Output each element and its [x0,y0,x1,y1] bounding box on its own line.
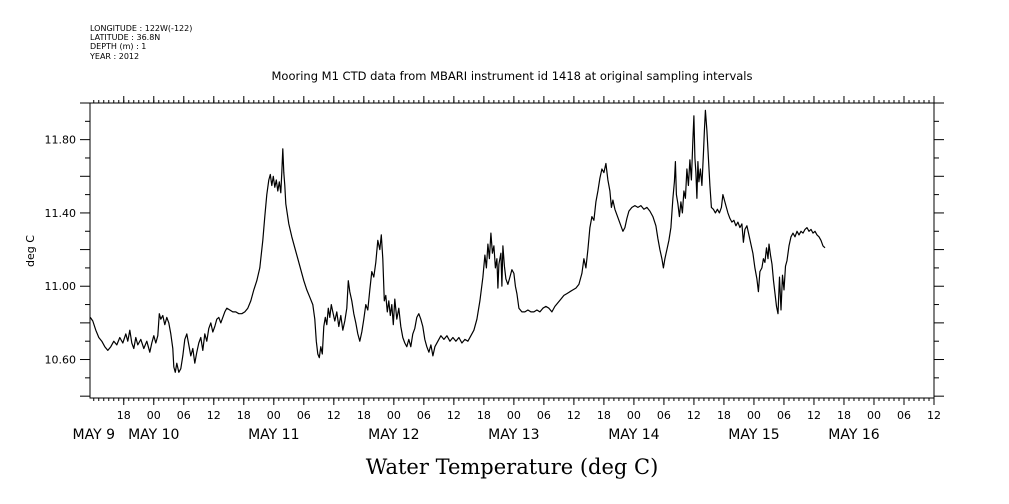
metadata-latitude: LATITUDE : 36.8N [90,33,160,42]
x-hour-tick-label: 00 [867,409,881,422]
x-hour-tick-label: 06 [297,409,311,422]
y-axis-label: deg C [24,235,37,267]
chart-title: Mooring M1 CTD data from MBARI instrumen… [272,69,753,83]
x-hour-tick-label: 12 [327,409,341,422]
x-hour-tick-label: 12 [567,409,581,422]
x-day-tick-label: MAY 12 [368,427,419,443]
x-axis-label: Water Temperature (deg C) [366,455,659,479]
x-hour-tick-label: 18 [237,409,251,422]
y-tick-labels: 10.60 11.00 11.40 11.80 [45,134,77,367]
minor-tick-group [93,100,935,401]
x-hour-tick-label: 06 [897,409,911,422]
x-day-tick-label: MAY 14 [608,427,659,443]
y-tick-label: 11.00 [45,280,77,293]
x-hour-tick-label: 00 [267,409,281,422]
x-hour-tick-label: 06 [657,409,671,422]
major-tick-group [123,96,935,405]
x-hour-tick-label: 00 [507,409,521,422]
metadata-block: LONGITUDE : 122W(-122) LATITUDE : 36.8N … [89,24,192,61]
x-hour-labels: 18 00 06 12 18 00 06 12 18 00 06 12 18 00 06 12 18 00 06 12… [117,409,941,422]
x-hour-tick-label: 00 [147,409,161,422]
y-tick-group [80,102,944,397]
y-tick-label: 11.40 [45,207,77,220]
x-hour-tick-label: 06 [777,409,791,422]
x-hour-tick-label: 18 [837,409,851,422]
x-hour-tick-label: 00 [747,409,761,422]
x-hour-tick-label: 12 [687,409,701,422]
x-hour-tick-label: 12 [927,409,941,422]
x-hour-tick-label: 18 [597,409,611,422]
x-hour-tick-label: 00 [387,409,401,422]
x-day-labels: MAY 9 MAY 10 MAY 11 MAY 12 MAY 13 MAY 14 MAY 1… [73,427,880,443]
temperature-series-line [89,109,826,373]
plot-frame [89,102,935,399]
y-tick-label: 10.60 [45,354,77,367]
x-hour-tick-label: 12 [447,409,461,422]
y-tick-label: 11.80 [45,134,77,147]
x-hour-tick-label: 18 [357,409,371,422]
x-hour-tick-label: 06 [417,409,431,422]
x-day-tick-label: MAY 9 [73,427,115,443]
x-day-tick-label: MAY 10 [128,427,179,443]
x-day-tick-label: MAY 15 [728,427,779,443]
x-hour-tick-label: 18 [477,409,491,422]
x-day-tick-label: MAY 11 [248,427,299,443]
x-hour-tick-label: 12 [207,409,221,422]
x-day-tick-label: MAY 13 [488,427,539,443]
x-hour-tick-label: 18 [717,409,731,422]
x-hour-tick-label: 06 [537,409,551,422]
x-day-tick-label: MAY 16 [828,427,879,443]
x-hour-tick-label: 06 [177,409,191,422]
x-hour-tick-label: 00 [627,409,641,422]
x-hour-tick-label: 12 [807,409,821,422]
metadata-year: YEAR : 2012 [89,52,139,61]
x-hour-tick-label: 18 [117,409,131,422]
metadata-longitude: LONGITUDE : 122W(-122) [90,24,192,33]
metadata-depth: DEPTH (m) : 1 [90,42,146,51]
